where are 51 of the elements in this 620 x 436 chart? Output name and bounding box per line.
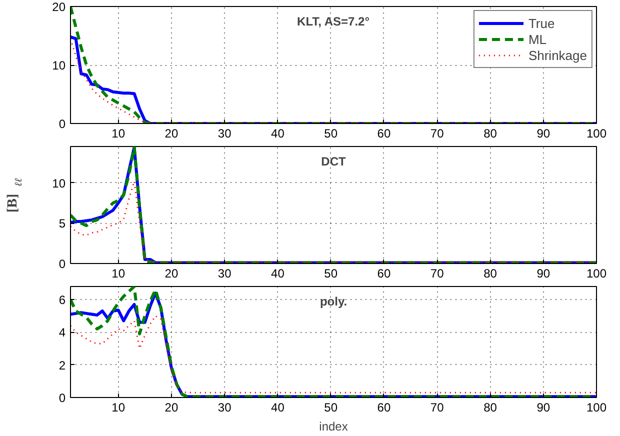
x-tick-label: 30 — [218, 400, 232, 414]
x-tick-label: 50 — [324, 400, 338, 414]
x-tick-label: 10 — [112, 400, 126, 414]
text: KLT, AS=7.2° — [297, 14, 370, 28]
y-tick-label: 0 — [58, 391, 66, 405]
legend-label: True — [528, 15, 555, 31]
x-tick-label: 70 — [430, 400, 444, 414]
x-tick-label: 90 — [536, 126, 550, 140]
x-tick-label: 100 — [586, 126, 607, 140]
y-tick-label: 4 — [58, 326, 66, 340]
x-tick-label: 90 — [536, 400, 550, 414]
legend-label: ML — [528, 31, 548, 47]
x-tick-label: 20 — [164, 400, 178, 414]
x-tick-label: 40 — [271, 400, 285, 414]
text: poly. — [320, 294, 348, 308]
x-axis-title: index — [319, 420, 348, 434]
x-tick-label: 60 — [377, 400, 391, 414]
line-series — [70, 146, 596, 264]
x-tick-label: 100 — [586, 266, 607, 280]
y-tick-label: 20 — [52, 0, 66, 14]
x-tick-label: 50 — [324, 126, 338, 140]
x-tick-label: 40 — [271, 126, 285, 140]
y-tick-label: 6 — [58, 293, 66, 308]
x-tick-label: 60 — [377, 266, 391, 280]
y-tick-label: 10 — [52, 58, 66, 72]
x-tick-label: 60 — [377, 126, 391, 140]
y-axis-title: [B]ℓℓ — [6, 177, 24, 212]
x-tick-label: 30 — [218, 126, 232, 140]
x-tick-label: 70 — [430, 126, 444, 140]
y-tick-label: 0 — [58, 257, 66, 271]
x-tick-label: 10 — [112, 266, 126, 280]
x-tick-label: 20 — [164, 126, 178, 140]
y-tick-label: 0 — [58, 117, 66, 131]
x-tick-label: 20 — [164, 266, 178, 280]
x-tick-label: 10 — [112, 126, 126, 140]
x-tick-label: 40 — [271, 266, 285, 280]
x-tick-label: 70 — [430, 266, 444, 280]
text: DCT — [321, 154, 346, 168]
x-tick-label: 80 — [484, 400, 498, 414]
legend-label: Shrinkage — [528, 47, 587, 63]
x-tick-label: 30 — [218, 266, 232, 280]
x-tick-label: 100 — [586, 400, 607, 414]
line-series — [70, 6, 596, 124]
x-tick-label: 80 — [484, 126, 498, 140]
x-tick-label: 90 — [536, 266, 550, 280]
y-tick-label: 10 — [52, 176, 66, 190]
x-tick-label: 50 — [324, 266, 338, 280]
y-tick-label: 5 — [58, 216, 66, 231]
x-tick-label: 80 — [484, 266, 498, 280]
y-tick-label: 2 — [58, 358, 66, 372]
line-series — [70, 315, 596, 394]
